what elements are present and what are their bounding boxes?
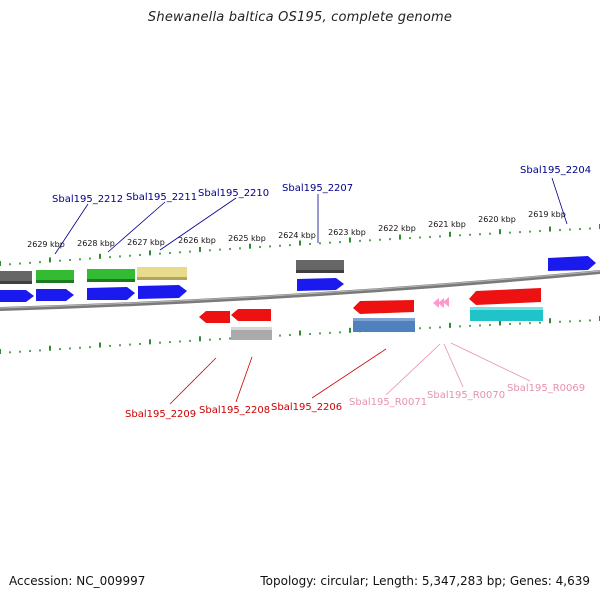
gene-label[interactable]: Sbal195_R0071 <box>349 397 427 408</box>
leader-line <box>54 203 89 255</box>
genome-backbone-highlight <box>0 270 600 309</box>
gene-arrow-reverse[interactable] <box>353 300 414 314</box>
gene-feature-green-shade <box>36 280 74 283</box>
gene-feature-gray[interactable] <box>296 260 344 273</box>
leader-line <box>169 357 217 405</box>
gene-feature-gray-shade <box>0 281 32 284</box>
gene-label[interactable]: Sbal195_2207 <box>282 183 353 194</box>
gene-label[interactable]: Sbal195_2210 <box>198 188 269 199</box>
rna-arrow[interactable] <box>443 297 449 307</box>
scale-labels: 2629 kbp 2628 kbp 2627 kbp 2626 kbp 2625… <box>27 210 566 249</box>
kbp-label: 2619 kbp <box>528 210 566 219</box>
leader-line <box>450 342 531 382</box>
gene-arrow-reverse[interactable] <box>199 311 230 323</box>
gene-arrow-forward[interactable] <box>138 285 187 299</box>
gene-arrow-reverse[interactable] <box>469 288 541 305</box>
genome-title: Shewanella baltica OS195, complete genom… <box>147 10 453 25</box>
accession-label: Accession: NC_009997 <box>9 574 146 588</box>
gene-arrow-reverse[interactable] <box>231 309 271 321</box>
gene-arrow-forward[interactable] <box>548 256 596 271</box>
leader-line <box>107 201 166 253</box>
leader-line <box>159 197 237 251</box>
rna-arrow[interactable] <box>433 298 439 308</box>
reverse-strand-features <box>199 288 543 340</box>
gene-feature-khaki[interactable] <box>137 267 187 280</box>
gene-label[interactable]: Sbal195_R0069 <box>507 383 585 394</box>
gene-feature-green[interactable] <box>87 269 135 282</box>
gene-label[interactable]: Sbal195_R0070 <box>427 390 505 401</box>
top-gene-labels: Sbal195_2212 Sbal195_2211 Sbal195_2210 S… <box>52 165 591 255</box>
gene-feature-cyan[interactable] <box>470 307 543 321</box>
gene-feature-steelblue-highlight <box>353 318 415 321</box>
leader-line <box>235 356 253 403</box>
leader-line <box>385 343 441 396</box>
genome-backbone <box>0 270 600 311</box>
gene-feature-lightgray-highlight <box>231 327 272 330</box>
gene-feature-gray[interactable] <box>0 271 32 284</box>
gene-arrow-forward[interactable] <box>297 278 344 291</box>
kbp-label: 2629 kbp <box>27 240 65 249</box>
gene-label[interactable]: Sbal195_2211 <box>126 192 197 203</box>
kbp-label: 2621 kbp <box>428 220 466 229</box>
gene-label[interactable]: Sbal195_2212 <box>52 194 123 205</box>
gene-label[interactable]: Sbal195_2206 <box>271 402 342 413</box>
scale-ticks-bottom <box>0 316 600 354</box>
gene-label[interactable]: Sbal195_2209 <box>125 409 196 420</box>
kbp-label: 2620 kbp <box>478 215 516 224</box>
gene-feature-steelblue[interactable] <box>353 318 415 332</box>
gene-label[interactable]: Sbal195_2208 <box>199 405 270 416</box>
gene-feature-khaki-shade <box>137 277 187 280</box>
gene-feature-lightgray[interactable] <box>231 327 272 340</box>
rna-arrow[interactable] <box>438 298 444 308</box>
forward-strand-features <box>0 256 596 302</box>
kbp-label: 2623 kbp <box>328 228 366 237</box>
gene-feature-green[interactable] <box>36 270 74 283</box>
gene-arrow-forward[interactable] <box>0 290 34 302</box>
leader-line <box>551 177 568 225</box>
leader-line <box>443 343 464 388</box>
gene-feature-gray-shade <box>296 270 344 273</box>
gene-arrow-forward[interactable] <box>36 289 74 301</box>
bottom-gene-labels: Sbal195_2209 Sbal195_2208 Sbal195_2206 S… <box>125 342 585 420</box>
gene-arrow-forward[interactable] <box>87 287 135 300</box>
kbp-label: 2628 kbp <box>77 239 115 248</box>
gene-feature-green-shade <box>87 279 135 282</box>
kbp-label: 2627 kbp <box>127 238 165 247</box>
kbp-label: 2626 kbp <box>178 236 216 245</box>
gene-feature-cyan-highlight <box>470 307 543 310</box>
genome-summary: Topology: circular; Length: 5,347,283 bp… <box>260 574 590 588</box>
leader-line <box>311 348 387 399</box>
scale-ticks-top <box>0 224 600 266</box>
gene-label[interactable]: Sbal195_2204 <box>520 165 591 176</box>
kbp-label: 2624 kbp <box>278 231 316 240</box>
kbp-label: 2622 kbp <box>378 224 416 233</box>
kbp-label: 2625 kbp <box>228 234 266 243</box>
